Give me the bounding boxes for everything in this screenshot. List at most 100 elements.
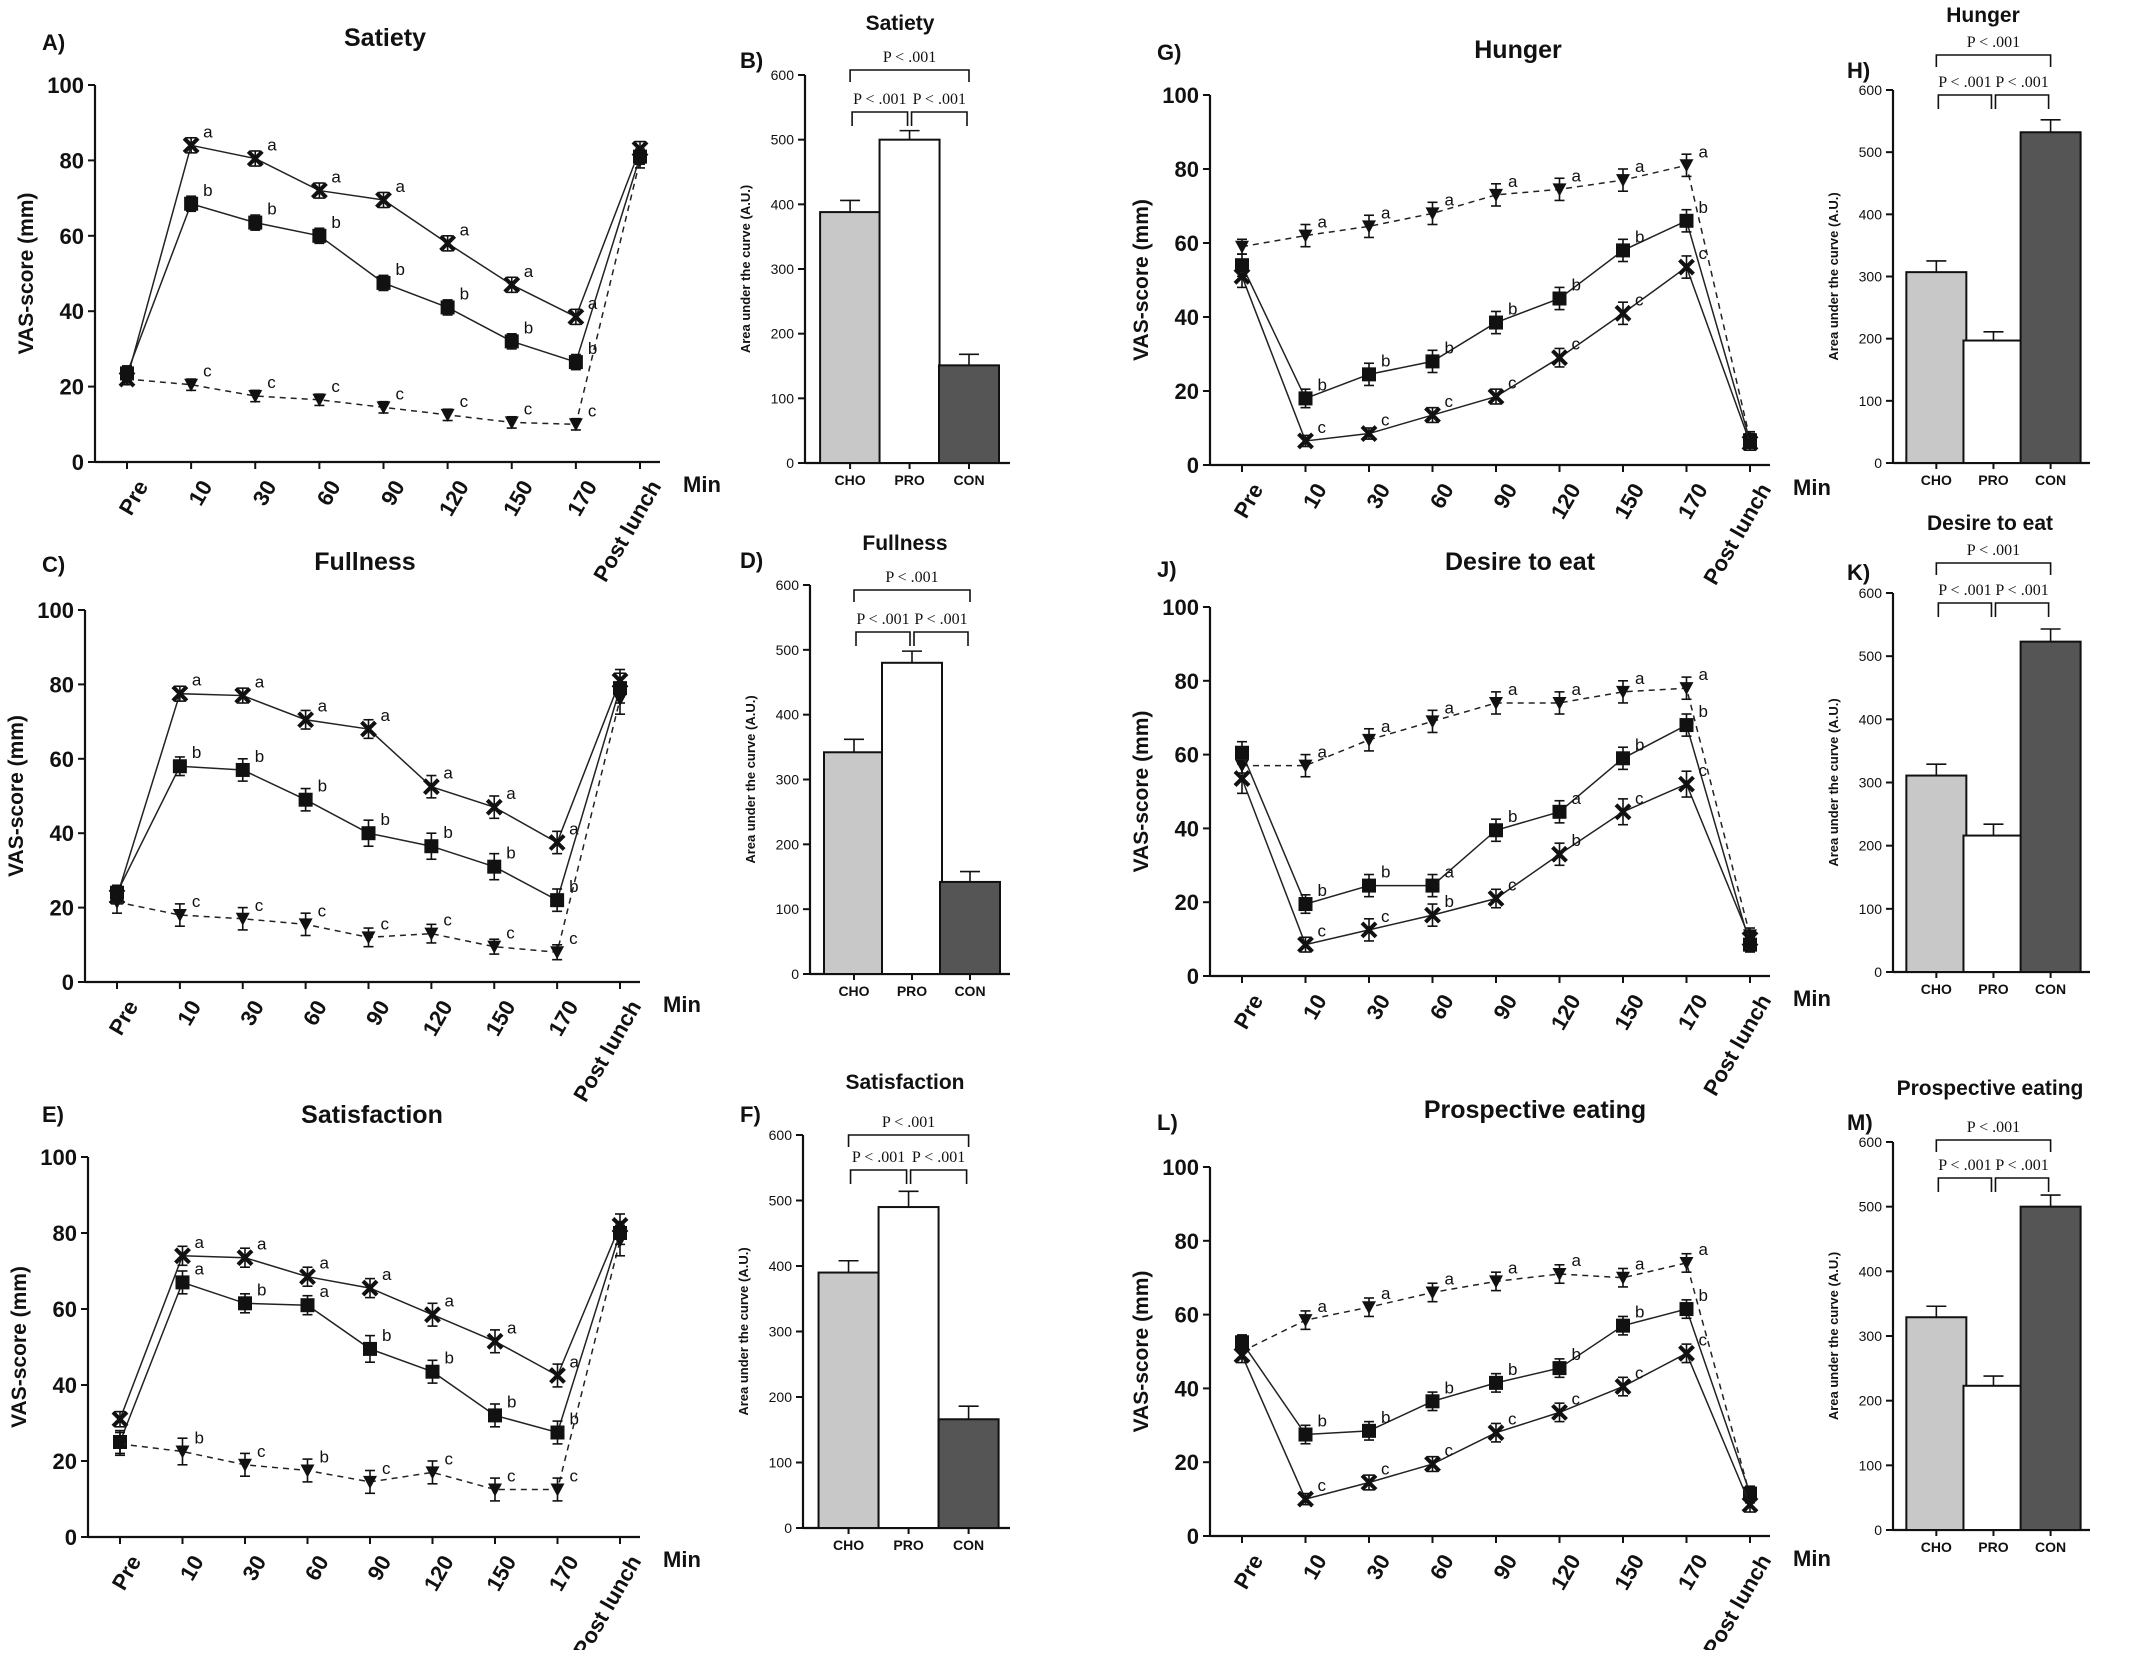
- x-tick-label: 150: [498, 476, 538, 520]
- significance-letter: c: [267, 373, 276, 392]
- data-point: [235, 912, 250, 926]
- significance-letter: b: [1699, 1286, 1708, 1305]
- x-tick-label: 170: [562, 476, 602, 520]
- y-tick-label: 600: [771, 67, 795, 83]
- data-point: [300, 1298, 315, 1313]
- data-point: [503, 276, 521, 294]
- data-point: [1614, 304, 1632, 322]
- y-tick-label: 200: [771, 326, 795, 342]
- y-axis-label: VAS-score (mm): [1130, 199, 1153, 361]
- panel-j: J) Desire to eat 0 20 40 60 80 100 VAS-score (mm…: [1130, 548, 1831, 1100]
- panel-title: Satisfaction: [845, 1071, 964, 1094]
- panel-title: Fullness: [862, 532, 947, 555]
- y-tick-label: 300: [1859, 1328, 1883, 1344]
- significance-letter: b: [195, 1429, 204, 1448]
- data-point: [310, 182, 328, 199]
- data-point: [312, 393, 327, 407]
- series-triangle: a a a a a a a: [1235, 1240, 1757, 1504]
- data-point: [1552, 183, 1567, 197]
- data-point: [376, 401, 391, 415]
- x-axis-label: Min: [1793, 475, 1831, 500]
- x-tick-label: 120: [1546, 990, 1586, 1034]
- comparison-bracket: [849, 1169, 908, 1184]
- data-point: [1362, 1423, 1376, 1438]
- significance-letter: a: [445, 1292, 455, 1311]
- bar-pro: [877, 1206, 940, 1530]
- data-point: [1360, 921, 1378, 939]
- y-axis-label: VAS-score (mm): [5, 715, 28, 877]
- significance-letter: b: [1318, 1412, 1327, 1431]
- significance-letter: b: [1635, 1303, 1644, 1322]
- y-tick-label: 500: [1859, 1199, 1883, 1215]
- bar-cho: [817, 1271, 880, 1530]
- significance-letter: a: [257, 1235, 267, 1254]
- panel-label: E): [42, 1102, 64, 1127]
- y-tick-label: 80: [1175, 669, 1199, 694]
- significance-letter: a: [1635, 157, 1645, 176]
- significance-letter: a: [524, 262, 534, 281]
- data-point: [246, 150, 264, 167]
- data-point: [113, 1437, 127, 1451]
- y-tick-label: 400: [1859, 206, 1883, 222]
- panel-label: M): [1847, 1110, 1873, 1135]
- significance-letter: c: [381, 914, 390, 933]
- x-tick-label: CHO: [1921, 1539, 1952, 1555]
- data-point: [1489, 1375, 1503, 1390]
- x-axis-label: Min: [1793, 1546, 1831, 1571]
- y-axis-label: VAS-score (mm): [1130, 711, 1153, 873]
- p-value-label: P < .001: [883, 49, 936, 66]
- data-point: [361, 1279, 379, 1297]
- y-axis-label: Area under the curve (A.U.): [738, 185, 753, 353]
- y-tick-label: 20: [1175, 379, 1199, 404]
- data-point: [1424, 406, 1441, 424]
- bar-con: [939, 880, 1001, 975]
- significance-letter: c: [255, 896, 264, 915]
- p-value-label: P < .001: [1938, 582, 1991, 599]
- panel-m: M) Prospective eating 0 100 200 300 400 500 600 A…: [1826, 1077, 2090, 1555]
- bar-pro: [1962, 1384, 2025, 1531]
- panel-title: Satiety: [344, 24, 426, 52]
- data-point: [1741, 1496, 1759, 1514]
- y-tick-label: 100: [1859, 901, 1883, 917]
- significance-letter: a: [506, 784, 516, 803]
- data-point: [1552, 1268, 1567, 1282]
- data-point: [172, 759, 187, 774]
- x-tick-label: 120: [434, 476, 474, 520]
- significance-letter: a: [203, 122, 213, 141]
- significance-letter: c: [506, 924, 515, 943]
- data-point: [550, 946, 565, 960]
- data-point: [361, 931, 376, 945]
- data-point: [1425, 354, 1440, 369]
- data-point: [1425, 1394, 1440, 1409]
- significance-letter: a: [570, 1353, 580, 1372]
- data-point: [1297, 936, 1314, 954]
- y-tick-label: 0: [1874, 964, 1882, 980]
- data-point: [550, 893, 565, 908]
- data-point: [1424, 906, 1441, 924]
- data-point: [363, 1341, 377, 1356]
- significance-letter: c: [1445, 1441, 1454, 1460]
- significance-letter: b: [1572, 1345, 1581, 1364]
- y-tick-label: 0: [62, 970, 74, 995]
- significance-letter: c: [1445, 392, 1454, 411]
- x-tick-label: 30: [248, 476, 282, 510]
- y-axis-label: Area under the curve (A.U.): [1826, 698, 1841, 866]
- significance-letter: a: [1445, 1269, 1455, 1288]
- data-point: [487, 940, 502, 954]
- comparison-bracket: [1935, 54, 2052, 67]
- significance-letter: a: [1318, 1297, 1328, 1316]
- x-tick-label: 90: [1488, 990, 1522, 1024]
- significance-letter: a: [1635, 1255, 1645, 1274]
- p-value-label: P < .001: [885, 569, 938, 586]
- data-point: [171, 685, 189, 703]
- significance-letter: c: [1508, 1410, 1517, 1429]
- series-line: [119, 1225, 621, 1420]
- data-point: [1233, 1346, 1251, 1364]
- significance-letter: b: [1572, 276, 1581, 295]
- x-axis-label: Min: [663, 992, 701, 1017]
- x-tick-label: PRO: [1978, 1539, 2008, 1555]
- y-axis-label: Area under the curve (A.U.): [1826, 1252, 1841, 1420]
- significance-letter: c: [569, 929, 578, 948]
- y-tick-label: 300: [1859, 269, 1883, 285]
